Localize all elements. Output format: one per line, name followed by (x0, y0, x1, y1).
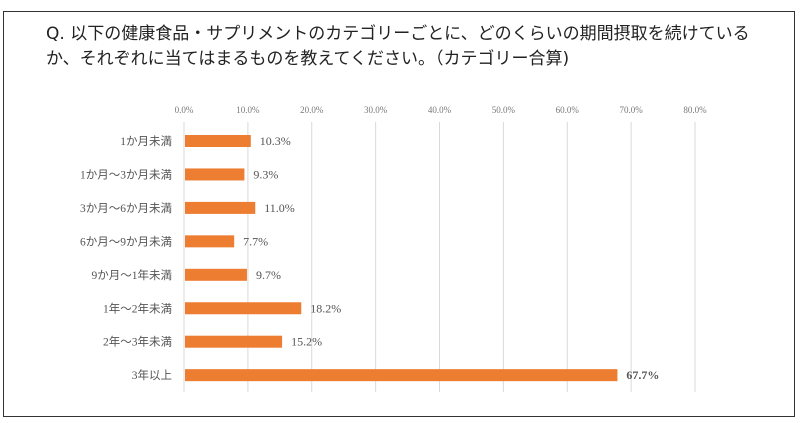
bar (185, 335, 283, 348)
data-label: 7.7% (243, 234, 268, 248)
x-tick-label: 20.0% (300, 105, 324, 115)
x-tick-label: 80.0% (683, 105, 707, 115)
chart-title: Q. 以下の健康食品・サプリメントのカテゴリーごとに、どのくらいの期間摂取を続け… (46, 24, 750, 69)
bar (185, 168, 245, 181)
category-label: 6か月～9か月未満 (80, 235, 172, 248)
x-tick-label: 50.0% (492, 105, 516, 115)
category-label: 3か月～6か月未満 (80, 202, 172, 215)
x-tick-label: 10.0% (236, 105, 260, 115)
x-tick-label: 70.0% (620, 105, 644, 115)
category-label: 1年～2年未満 (103, 301, 172, 315)
data-label: 15.2% (291, 335, 322, 349)
category-label: 1か月未満 (120, 135, 172, 148)
bar (185, 135, 251, 147)
data-label: 18.2% (310, 301, 341, 315)
data-label: 9.3% (253, 167, 278, 181)
data-label: 67.7% (626, 368, 659, 382)
category-label: 3年以上 (132, 368, 172, 382)
category-label: 2年～3年未満 (103, 335, 172, 349)
x-tick-label: 40.0% (428, 105, 452, 115)
x-tick-label: 60.0% (556, 105, 580, 115)
x-tick-label: 0.0% (175, 105, 194, 115)
chart-frame (3, 11, 795, 417)
category-label: 9か月～1年未満 (92, 268, 173, 282)
bar (185, 235, 235, 248)
bar (185, 201, 256, 214)
bar (185, 369, 618, 382)
bar (185, 302, 302, 315)
data-label: 10.3% (260, 134, 291, 148)
category-label: 1か月～3か月未満 (80, 168, 172, 181)
data-label: 9.7% (256, 268, 281, 282)
data-label: 11.0% (264, 201, 295, 215)
bar (185, 268, 247, 281)
x-tick-label: 30.0% (364, 105, 388, 115)
